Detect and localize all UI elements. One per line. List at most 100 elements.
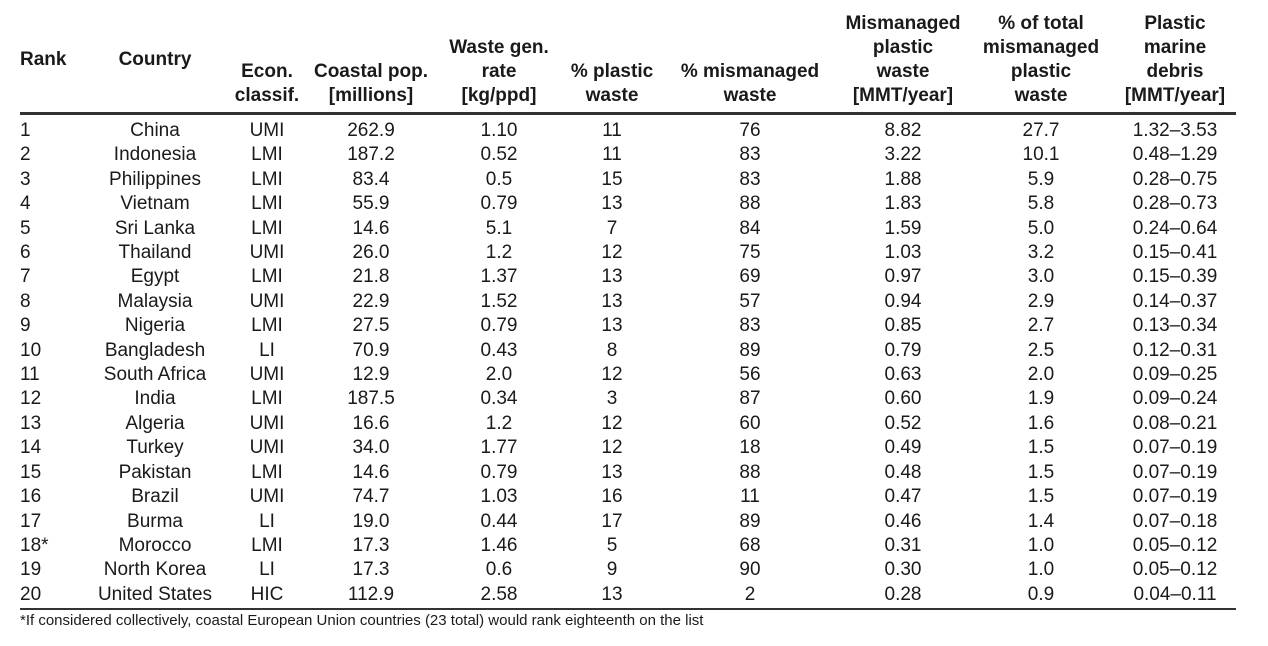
cell-marine-debris: 0.15–0.39 bbox=[1132, 266, 1218, 288]
cell-waste-gen: 1.77 bbox=[480, 437, 518, 459]
cell-pct-total: 3.2 bbox=[1027, 242, 1055, 264]
cell-pct-total: 2.7 bbox=[1027, 315, 1055, 337]
cell-mismanaged-plastic: 3.22 bbox=[884, 144, 922, 166]
cell-rank: 2 bbox=[20, 144, 31, 166]
cell-mismanaged-plastic: 1.83 bbox=[884, 193, 922, 215]
cell-coastal-pop: 83.4 bbox=[352, 168, 390, 190]
cell-coastal-pop: 21.8 bbox=[352, 266, 390, 288]
cell-mismanaged-waste: 2 bbox=[662, 582, 838, 611]
cell-econ: LI bbox=[259, 339, 275, 361]
cell-mismanaged-plastic: 0.63 bbox=[884, 364, 922, 386]
cell-econ: UMI bbox=[249, 412, 285, 434]
cell-waste-gen: 1.2 bbox=[485, 242, 513, 264]
cell-waste-gen: 0.52 bbox=[480, 144, 518, 166]
cell-econ: LMI bbox=[251, 266, 283, 288]
cell-mismanaged-plastic: 0.30 bbox=[884, 559, 922, 581]
cell-marine-debris: 0.15–0.41 bbox=[1132, 242, 1218, 264]
cell-rank: 13 bbox=[20, 412, 42, 434]
cell-mismanaged-plastic: 0.46 bbox=[884, 510, 922, 532]
column-header-waste-gen: Waste gen. rate [kg/ppd] bbox=[436, 12, 562, 115]
cell-pct-total: 3.0 bbox=[1027, 266, 1055, 288]
cell-waste-gen: 1.46 bbox=[480, 534, 518, 556]
column-header-rank: Rank bbox=[20, 12, 82, 115]
cell-waste-gen: 0.43 bbox=[480, 339, 518, 361]
cell-mismanaged-waste: 75 bbox=[739, 242, 761, 264]
cell-coastal-pop: 26.0 bbox=[352, 242, 390, 264]
cell-waste-gen: 2.58 bbox=[436, 582, 562, 611]
table-row: 10 Bangladesh LI 70.9 0.43 8 89 0.79 2.5 0.12–0.3… bbox=[20, 339, 1236, 363]
cell-country: North Korea bbox=[103, 559, 207, 581]
cell-mismanaged-waste: 90 bbox=[739, 559, 761, 581]
cell-coastal-pop: 74.7 bbox=[352, 486, 390, 508]
cell-mismanaged-waste: 88 bbox=[739, 461, 761, 483]
cell-rank: 7 bbox=[20, 266, 31, 288]
table-row: 18* Morocco LMI 17.3 1.46 5 68 0.31 1.0 0.05–0.12 bbox=[20, 534, 1236, 558]
cell-plastic-waste: 11 bbox=[602, 120, 622, 141]
cell-marine-debris: 0.08–0.21 bbox=[1132, 412, 1218, 434]
cell-country: Sri Lanka bbox=[114, 217, 196, 239]
cell-coastal-pop: 17.3 bbox=[352, 534, 390, 556]
cell-mismanaged-plastic: 0.79 bbox=[884, 339, 922, 361]
cell-marine-debris: 0.07–0.18 bbox=[1132, 510, 1218, 532]
cell-mismanaged-waste: 11 bbox=[740, 486, 760, 508]
cell-plastic-waste: 13 bbox=[601, 193, 623, 215]
table-row: 17 Burma LI 19.0 0.44 17 89 0.46 1.4 0.07–0.18 bbox=[20, 510, 1236, 534]
table-header: Rank Country Econ. classif. Coastal pop. [mil… bbox=[20, 12, 1236, 115]
cell-coastal-pop: 14.6 bbox=[352, 217, 390, 239]
cell-coastal-pop: 14.6 bbox=[352, 461, 390, 483]
cell-pct-total: 1.4 bbox=[1027, 510, 1055, 532]
cell-waste-gen: 0.44 bbox=[480, 510, 518, 532]
cell-pct-total: 2.0 bbox=[1027, 364, 1055, 386]
cell-mismanaged-waste: 83 bbox=[739, 144, 761, 166]
cell-coastal-pop: 34.0 bbox=[352, 437, 390, 459]
cell-plastic-waste: 12 bbox=[601, 364, 623, 386]
cell-pct-total: 1.5 bbox=[1027, 461, 1055, 483]
cell-rank: 14 bbox=[20, 437, 42, 459]
cell-waste-gen: 0.5 bbox=[485, 168, 513, 190]
table-body: 1 China UMI 262.9 1.10 11 76 8.82 27.7 1.32–3.53 2… bbox=[20, 114, 1236, 611]
table-row: 5 Sri Lanka LMI 14.6 5.1 7 84 1.59 5.0 0.24–0.64 bbox=[20, 217, 1236, 241]
cell-rank: 17 bbox=[20, 510, 42, 532]
table-row: 14 Turkey UMI 34.0 1.77 12 18 0.49 1.5 0.07–0.19 bbox=[20, 436, 1236, 460]
cell-mismanaged-waste: 18 bbox=[739, 437, 761, 459]
cell-country: Burma bbox=[127, 510, 183, 532]
cell-pct-total: 1.6 bbox=[1027, 412, 1055, 434]
cell-rank: 12 bbox=[20, 388, 42, 410]
column-header-marine-debris: Plastic marine debris [MMT/year] bbox=[1114, 12, 1236, 115]
cell-rank: 11 bbox=[20, 364, 40, 386]
cell-country: Thailand bbox=[118, 242, 192, 264]
table-row: 9 Nigeria LMI 27.5 0.79 13 83 0.85 2.7 0.13–0.34 bbox=[20, 314, 1236, 338]
cell-econ: LI bbox=[259, 510, 275, 532]
cell-mismanaged-waste: 84 bbox=[739, 217, 761, 239]
cell-marine-debris: 0.13–0.34 bbox=[1132, 315, 1218, 337]
cell-waste-gen: 1.03 bbox=[480, 486, 518, 508]
cell-rank: 19 bbox=[20, 559, 42, 581]
cell-plastic-waste: 12 bbox=[601, 242, 623, 264]
table-row: 11 South Africa UMI 12.9 2.0 12 56 0.63 2.0 0.09–… bbox=[20, 363, 1236, 387]
cell-marine-debris: 0.07–0.19 bbox=[1132, 461, 1218, 483]
cell-rank: 20 bbox=[20, 582, 82, 611]
cell-marine-debris: 0.24–0.64 bbox=[1132, 217, 1218, 239]
cell-rank: 5 bbox=[20, 217, 31, 239]
cell-coastal-pop: 262.9 bbox=[347, 120, 395, 141]
cell-country: Nigeria bbox=[124, 315, 186, 337]
cell-mismanaged-waste: 83 bbox=[739, 168, 761, 190]
header-row: Rank Country Econ. classif. Coastal pop. [mil… bbox=[20, 12, 1236, 115]
cell-waste-gen: 0.79 bbox=[480, 193, 518, 215]
cell-plastic-waste: 7 bbox=[606, 217, 618, 239]
cell-country: South Africa bbox=[103, 364, 207, 386]
cell-country: Indonesia bbox=[113, 144, 197, 166]
cell-rank: 1 bbox=[20, 120, 31, 141]
cell-waste-gen: 1.52 bbox=[480, 290, 518, 312]
cell-mismanaged-waste: 60 bbox=[739, 412, 761, 434]
cell-econ: LMI bbox=[251, 168, 283, 190]
table-row: 15 Pakistan LMI 14.6 0.79 13 88 0.48 1.5 0.07–0.1… bbox=[20, 461, 1236, 485]
cell-plastic-waste: 13 bbox=[601, 461, 623, 483]
cell-country: Pakistan bbox=[118, 461, 192, 483]
cell-pct-total: 1.5 bbox=[1027, 437, 1055, 459]
cell-mismanaged-waste: 76 bbox=[739, 120, 761, 141]
cell-plastic-waste: 8 bbox=[606, 339, 618, 361]
column-header-mismanaged-plastic: Mismanaged plastic waste [MMT/year] bbox=[838, 12, 968, 115]
cell-econ: LMI bbox=[251, 217, 283, 239]
cell-mismanaged-plastic: 0.60 bbox=[884, 388, 922, 410]
